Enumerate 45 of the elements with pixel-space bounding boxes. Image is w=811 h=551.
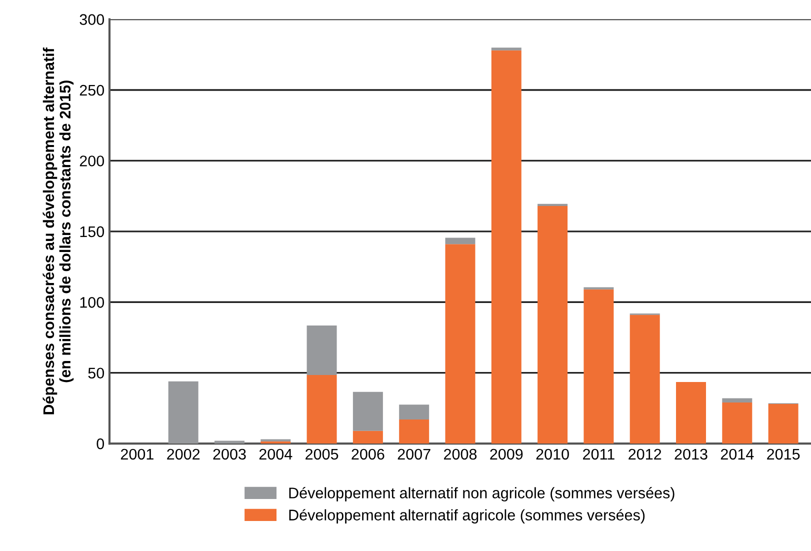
bar	[352, 430, 383, 444]
bar	[399, 420, 430, 444]
y-tick-label: 250	[80, 84, 104, 96]
x-tick-label: 2010	[536, 448, 569, 460]
x-tick-label: 2005	[306, 448, 338, 460]
y-tick-label: 200	[80, 156, 104, 166]
bar	[214, 440, 244, 444]
x-tick-label: 2013	[674, 448, 708, 460]
x-tick-label: 2006	[352, 448, 384, 460]
x-tick-label: 2007	[398, 448, 430, 460]
bar	[352, 392, 383, 431]
x-tick-label: 2004	[259, 448, 292, 460]
x-tick-label: 2012	[628, 448, 662, 460]
y-tick-label: 0	[96, 438, 104, 450]
y-tick-label: 300	[80, 14, 104, 25]
y-axis-title: Dépenses consacrées au développement alternatif (en millions de dollars constants de 2015)	[42, 48, 74, 414]
y-tick-label: 50	[88, 368, 104, 379]
bar	[445, 244, 476, 444]
bar	[722, 398, 752, 403]
bar	[676, 382, 706, 444]
bar	[491, 48, 522, 50]
y-tick-label: 150	[80, 226, 104, 238]
bar	[445, 238, 476, 244]
x-tick-label: 2001	[120, 448, 154, 460]
bar	[630, 314, 660, 444]
x-tick-label: 2014	[720, 448, 754, 460]
y-tick-label: 100	[80, 297, 104, 308]
x-tick-label: 2003	[213, 448, 246, 460]
legend-label: Développement alternatif non agricole (sommes versées)	[289, 487, 674, 502]
bar	[491, 50, 522, 444]
bar	[168, 381, 198, 444]
bar	[768, 404, 798, 444]
bar	[584, 289, 614, 444]
bar	[722, 402, 752, 444]
x-tick-label: 2009	[490, 448, 523, 460]
x-tick-label: 2008	[444, 448, 477, 460]
bar	[538, 206, 568, 444]
bar	[306, 374, 337, 444]
x-tick-label: 2011	[583, 448, 614, 460]
bar	[260, 441, 291, 444]
x-tick-label: 2002	[167, 448, 200, 460]
legend-label: Développement alternatif agricole (sommes versées)	[289, 509, 645, 524]
bar	[306, 325, 337, 375]
x-tick-label: 2015	[767, 448, 800, 460]
bar	[399, 404, 430, 420]
